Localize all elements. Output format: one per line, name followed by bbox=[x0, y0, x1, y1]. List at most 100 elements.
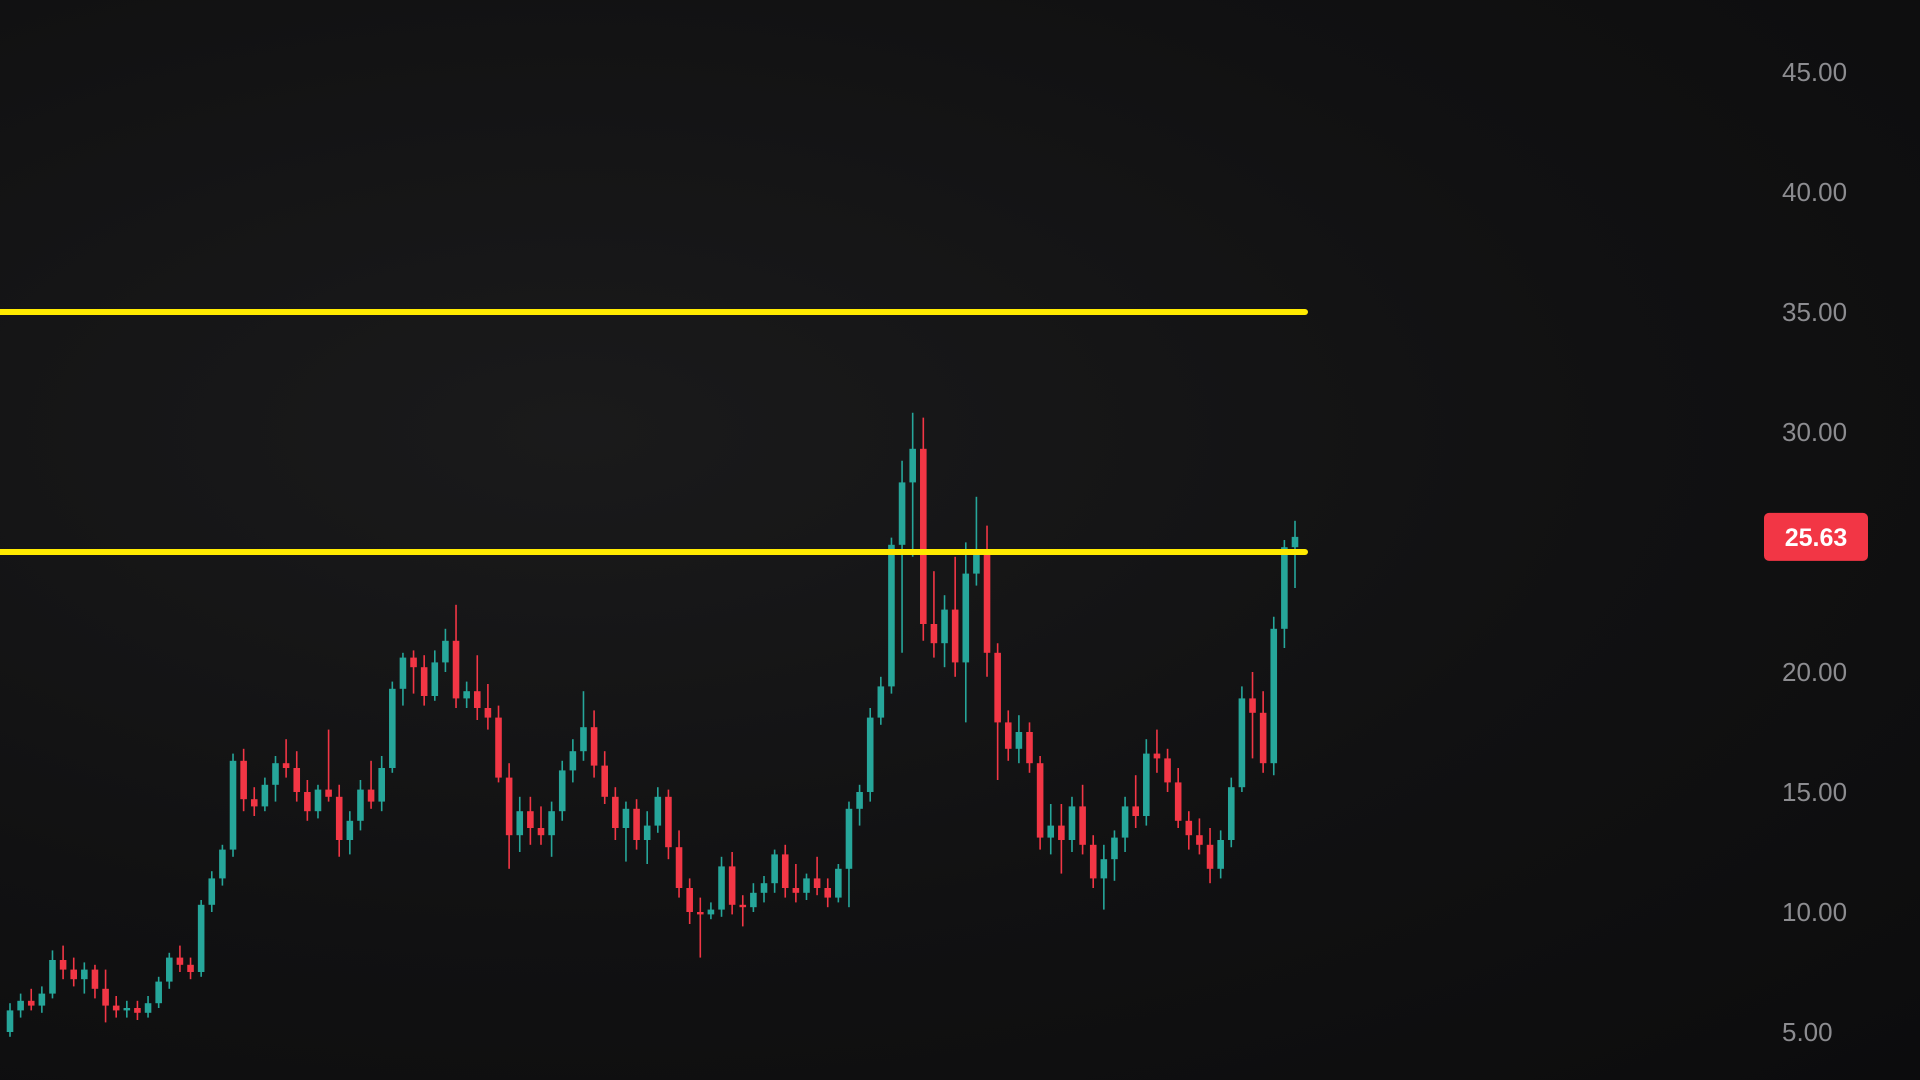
candle bbox=[155, 976, 162, 1008]
candle bbox=[792, 864, 800, 903]
candle bbox=[1058, 804, 1065, 874]
price-axis[interactable]: 45.00 40.00 35.00 30.00 20.00 15.00 10.00 5.00 bbox=[1782, 57, 1847, 1047]
candle bbox=[728, 852, 736, 915]
candle bbox=[1111, 830, 1118, 881]
candle bbox=[612, 787, 619, 840]
candle bbox=[718, 856, 725, 917]
candle bbox=[994, 643, 1001, 780]
y-tick-label: 5.00 bbox=[1782, 1017, 1833, 1047]
candle bbox=[580, 691, 587, 761]
candle bbox=[739, 895, 747, 927]
candle bbox=[1206, 828, 1214, 884]
candle bbox=[484, 684, 492, 730]
candle bbox=[219, 844, 226, 886]
candle bbox=[102, 969, 109, 1023]
candle bbox=[1004, 710, 1012, 761]
candle bbox=[250, 787, 258, 816]
candle bbox=[229, 753, 237, 857]
candle bbox=[696, 897, 704, 958]
candle bbox=[527, 796, 534, 845]
candle bbox=[760, 876, 768, 903]
candle bbox=[622, 801, 630, 862]
candle bbox=[866, 708, 874, 802]
candle bbox=[335, 784, 343, 857]
candle bbox=[686, 878, 693, 924]
current-price-label: 25.63 bbox=[1785, 524, 1848, 552]
candle bbox=[38, 986, 46, 1013]
candle bbox=[112, 996, 120, 1018]
candle bbox=[27, 988, 35, 1011]
candle bbox=[1153, 729, 1161, 773]
candle bbox=[452, 604, 460, 708]
candle bbox=[282, 739, 290, 778]
candle bbox=[654, 787, 662, 833]
y-tick-label: 40.00 bbox=[1782, 177, 1847, 207]
candle bbox=[824, 878, 832, 908]
current-price-badge: 25.63 bbox=[1764, 512, 1868, 561]
y-tick-label: 45.00 bbox=[1782, 57, 1847, 87]
candle bbox=[1281, 540, 1288, 648]
candle bbox=[951, 556, 959, 677]
candle bbox=[877, 676, 885, 725]
horizontal-lines-layer bbox=[0, 309, 1308, 555]
candle bbox=[304, 780, 311, 821]
candle bbox=[973, 496, 980, 586]
y-tick-label: 10.00 bbox=[1782, 897, 1847, 927]
candle bbox=[1121, 796, 1129, 852]
candle bbox=[558, 760, 566, 821]
candle bbox=[208, 871, 216, 912]
candle bbox=[601, 751, 609, 804]
candle bbox=[293, 751, 301, 802]
candle bbox=[548, 801, 555, 857]
current-price-badge-layer: 25.63 bbox=[1764, 512, 1868, 561]
candle bbox=[569, 739, 577, 783]
candle bbox=[983, 525, 991, 677]
candle bbox=[420, 655, 428, 706]
candle bbox=[357, 780, 364, 831]
candle bbox=[123, 1000, 131, 1018]
candle bbox=[1036, 756, 1044, 850]
candle bbox=[272, 756, 279, 802]
candle bbox=[1047, 804, 1055, 855]
candle bbox=[325, 729, 332, 802]
candles-layer bbox=[6, 412, 1299, 1037]
candle bbox=[473, 655, 481, 720]
candle bbox=[378, 756, 385, 812]
candle bbox=[91, 964, 99, 999]
candle bbox=[346, 811, 354, 855]
candle bbox=[431, 650, 439, 701]
candle bbox=[399, 652, 407, 706]
candle bbox=[1164, 748, 1171, 792]
candle bbox=[197, 900, 205, 977]
candle bbox=[1026, 722, 1033, 773]
candle bbox=[909, 412, 916, 557]
candle bbox=[1238, 686, 1246, 792]
candle bbox=[590, 710, 598, 778]
candle bbox=[771, 849, 778, 893]
candle bbox=[176, 945, 184, 972]
candle bbox=[1143, 739, 1150, 826]
candle bbox=[1185, 811, 1193, 850]
candle bbox=[930, 571, 938, 658]
candle bbox=[1270, 616, 1278, 776]
candle bbox=[845, 801, 853, 908]
candle bbox=[1132, 775, 1139, 828]
candle bbox=[962, 542, 970, 723]
candle bbox=[1100, 844, 1108, 910]
candle bbox=[1196, 818, 1203, 855]
candle bbox=[240, 748, 247, 812]
candle bbox=[898, 460, 906, 653]
candle bbox=[495, 705, 502, 783]
candle bbox=[665, 789, 672, 860]
candle bbox=[1174, 768, 1182, 828]
candle bbox=[516, 796, 524, 852]
candle bbox=[813, 856, 821, 896]
candle bbox=[920, 417, 927, 641]
candle bbox=[463, 681, 470, 708]
y-tick-label: 30.00 bbox=[1782, 417, 1847, 447]
candle bbox=[675, 830, 683, 898]
candle bbox=[442, 628, 449, 672]
candle bbox=[643, 811, 651, 864]
